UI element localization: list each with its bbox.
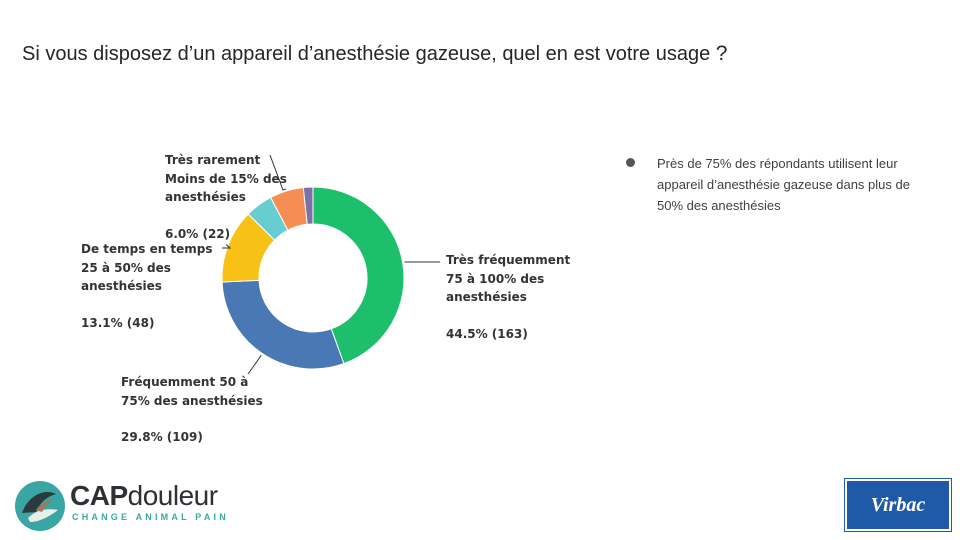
capdouleur-emblem-icon	[15, 481, 65, 531]
slice-label-line: anesthésies	[81, 279, 162, 293]
leader-line	[247, 354, 262, 375]
capdouleur-wordmark: CAPdouleur	[70, 480, 218, 512]
virbac-logo: Virbac	[844, 478, 952, 532]
slice-label-line: 25 à 50% des	[81, 260, 171, 275]
slide-title-question-mark: ?	[715, 42, 728, 65]
donut-slice	[302, 186, 314, 225]
slice-label-line: De temps en temps	[81, 242, 213, 256]
slice-label-tres-rarement: Très rarement Moins de 15% des anesthési…	[165, 151, 287, 243]
leader-line	[269, 154, 287, 191]
slice-label-frequemment: Fréquemment 50 à 75% des anesthésies 29.…	[121, 373, 263, 447]
slice-label-line: 75 à 100% des	[446, 271, 545, 286]
slice-label-line: anesthésies	[165, 190, 246, 204]
donut-slices	[221, 186, 405, 370]
slide-title-text: Si vous disposez d’un appareil d’anesthé…	[22, 43, 711, 65]
slice-label-de-temps-en-temps: De temps en temps 25 à 50% des anesthési…	[81, 240, 213, 332]
summary-bullet-text: Près de 75% des répondants utilisent leu…	[657, 156, 910, 213]
slice-label-line: anesthésies	[446, 290, 527, 304]
slice-label-line: 75% des anesthésies	[121, 393, 263, 408]
bullet-dot-icon	[626, 158, 635, 167]
summary-bullet: Près de 75% des répondants utilisent leu…	[626, 153, 926, 216]
virbac-wordmark: Virbac	[870, 494, 926, 516]
slice-value-label: 44.5% (163)	[446, 326, 528, 341]
slide-title: Si vous disposez d’un appareil d’anesthé…	[22, 42, 727, 66]
slice-label-line: Moins de 15% des	[165, 171, 287, 186]
donut-leader-lines	[222, 154, 440, 375]
slice-label-line: Fréquemment 50 à	[121, 375, 249, 389]
donut-slice	[312, 186, 405, 365]
slice-label-line: Très rarement	[165, 153, 261, 167]
capdouleur-logo: CAPdouleur CHANGE ANIMAL PAIN	[14, 478, 234, 531]
capdouleur-word-douleur: douleur	[127, 480, 218, 511]
slice-value-label: 29.8% (109)	[121, 430, 203, 444]
slice-label-tres-frequemment: Très fréquemment 75 à 100% des anesthési…	[446, 251, 570, 343]
donut-slice	[221, 279, 345, 370]
capdouleur-word-cap: CAP	[70, 480, 128, 511]
capdouleur-tagline: CHANGE ANIMAL PAIN	[72, 512, 229, 522]
slice-label-line: Très fréquemment	[446, 253, 571, 267]
slice-value-label: 13.1% (48)	[81, 315, 155, 330]
leader-line	[222, 244, 232, 249]
slice-value-label: 6.0% (22)	[165, 226, 231, 241]
